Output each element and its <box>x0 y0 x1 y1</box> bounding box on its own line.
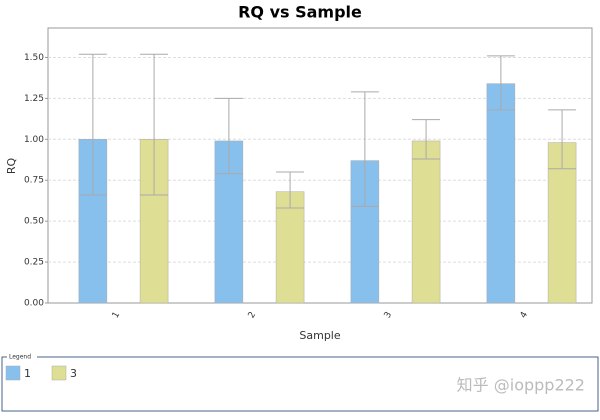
y-tick-label: 1.50 <box>24 53 44 63</box>
legend-title: Legend <box>9 354 31 361</box>
y-tick-label: 0.25 <box>24 258 44 268</box>
legend-box <box>1 356 599 412</box>
bar <box>486 83 516 304</box>
x-tick-label: 2 <box>247 310 259 320</box>
y-axis-label: RQ <box>5 158 18 175</box>
watermark: 知乎 @ioppp222 <box>457 376 585 395</box>
legend-swatch <box>51 365 67 381</box>
legend-title-bg <box>7 352 37 360</box>
bar <box>547 142 577 304</box>
legend-label: 1 <box>24 367 31 380</box>
y-tick-label: 0.75 <box>24 176 44 186</box>
x-axis-label: Sample <box>299 329 340 342</box>
y-tick-label: 0.00 <box>24 299 44 309</box>
x-tick-label: 3 <box>383 310 395 320</box>
bar <box>411 140 441 304</box>
legend-swatch <box>5 365 21 381</box>
y-tick-label: 0.50 <box>24 217 44 227</box>
chart-title: RQ vs Sample <box>238 3 362 22</box>
y-tick-label: 1.25 <box>24 94 44 104</box>
x-tick-label: 1 <box>111 310 123 320</box>
x-tick-label: 4 <box>519 310 531 320</box>
legend-label: 3 <box>70 367 77 380</box>
y-tick-label: 1.00 <box>24 135 44 145</box>
bar <box>275 191 305 304</box>
